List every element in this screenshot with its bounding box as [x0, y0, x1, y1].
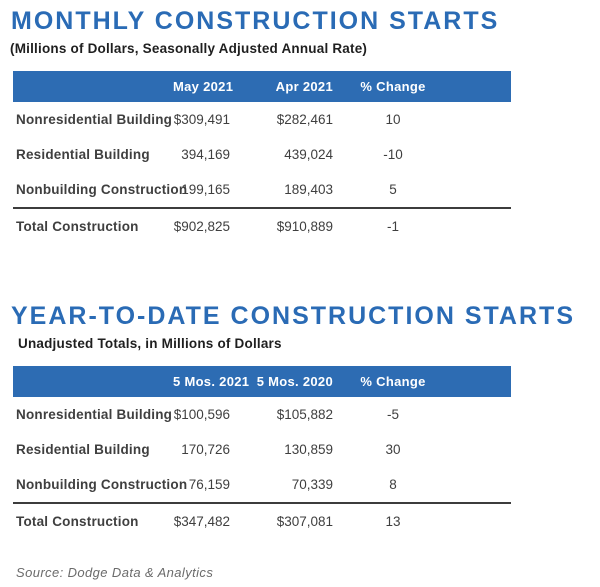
table-row: Residential Building 394,169 439,024 -10: [13, 137, 511, 172]
row-label: Total Construction: [16, 219, 139, 234]
row-value-current: 170,726: [181, 442, 230, 457]
row-pct-change: 30: [385, 442, 401, 457]
row-label: Residential Building: [16, 442, 150, 457]
header-cell-apr-2021: Apr 2021: [275, 79, 333, 94]
row-label: Nonbuilding Construction: [16, 477, 188, 492]
row-value-current: 199,165: [181, 182, 230, 197]
row-value-prior: $282,461: [276, 112, 333, 127]
table-row: Residential Building 170,726 130,859 30: [13, 432, 511, 467]
row-label: Total Construction: [16, 514, 139, 529]
ytd-subtitle: Unadjusted Totals, in Millions of Dollar…: [18, 336, 282, 351]
row-label: Nonresidential Building: [16, 112, 173, 127]
table-total-row: Total Construction $902,825 $910,889 -1: [13, 207, 511, 244]
row-pct-change: -10: [383, 147, 403, 162]
row-value-prior: 130,859: [284, 442, 333, 457]
header-cell-may-2021: May 2021: [173, 79, 234, 94]
row-value-current: $100,596: [173, 407, 230, 422]
monthly-title: MONTHLY CONSTRUCTION STARTS: [11, 7, 500, 35]
row-value-prior: 439,024: [284, 147, 333, 162]
table-row: Nonresidential Building $309,491 $282,46…: [13, 102, 511, 137]
row-value-prior: 70,339: [291, 477, 333, 492]
ytd-section: YEAR-TO-DATE CONSTRUCTION STARTS Unadjus…: [0, 244, 600, 539]
header-cell-5mos-2020: 5 Mos. 2020: [256, 374, 333, 389]
row-value-prior: $910,889: [276, 219, 333, 234]
row-label: Nonresidential Building: [16, 407, 173, 422]
row-pct-change: 8: [389, 477, 397, 492]
row-value-current: 394,169: [181, 147, 230, 162]
row-value-current: $902,825: [173, 219, 230, 234]
row-pct-change: 10: [385, 112, 401, 127]
row-label: Nonbuilding Construction: [16, 182, 188, 197]
row-value-current: $347,482: [173, 514, 230, 529]
row-value-prior: 189,403: [284, 182, 333, 197]
table-row: Nonbuilding Construction 76,159 70,339 8: [13, 467, 511, 502]
table-total-row: Total Construction $347,482 $307,081 13: [13, 502, 511, 539]
table-row: Nonresidential Building $100,596 $105,88…: [13, 397, 511, 432]
header-cell-5mos-2021: 5 Mos. 2021: [173, 374, 250, 389]
table-row: Nonbuilding Construction 199,165 189,403…: [13, 172, 511, 207]
header-cell-pct-change: % Change: [360, 374, 426, 389]
row-value-current: $309,491: [173, 112, 230, 127]
row-pct-change: -1: [386, 219, 399, 234]
row-pct-change: 13: [385, 514, 401, 529]
header-cell-pct-change: % Change: [360, 79, 426, 94]
row-pct-change: 5: [389, 182, 397, 197]
row-pct-change: -5: [386, 407, 399, 422]
monthly-section: MONTHLY CONSTRUCTION STARTS (Millions of…: [0, 0, 600, 244]
row-value-prior: $307,081: [276, 514, 333, 529]
row-value-current: 76,159: [188, 477, 230, 492]
row-label: Residential Building: [16, 147, 150, 162]
monthly-subtitle: (Millions of Dollars, Seasonally Adjuste…: [10, 41, 368, 56]
monthly-table: May 2021 Apr 2021 % Change Nonresidentia…: [13, 71, 511, 244]
monthly-table-header: May 2021 Apr 2021 % Change: [13, 71, 511, 102]
ytd-table: 5 Mos. 2021 5 Mos. 2020 % Change Nonresi…: [13, 366, 511, 539]
row-value-prior: $105,882: [276, 407, 333, 422]
ytd-title: YEAR-TO-DATE CONSTRUCTION STARTS: [11, 302, 575, 330]
ytd-table-header: 5 Mos. 2021 5 Mos. 2020 % Change: [13, 366, 511, 397]
source-note: Source: Dodge Data & Analytics: [16, 565, 214, 580]
